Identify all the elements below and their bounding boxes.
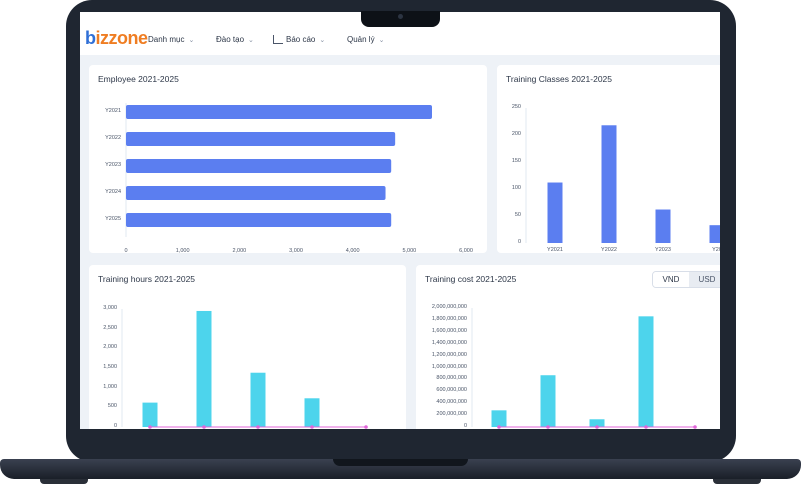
y-tick-label: Y2025 bbox=[105, 216, 121, 222]
usd-button[interactable]: USD bbox=[689, 272, 720, 287]
series-point[interactable] bbox=[546, 425, 550, 429]
bar-y2023[interactable] bbox=[655, 209, 671, 243]
chart-title: Employee 2021-2025 bbox=[98, 74, 179, 84]
x-tick-label: Y2021 bbox=[547, 247, 563, 253]
y-tick-label: 200 bbox=[511, 131, 521, 137]
chart-title: Training cost 2021-2025 bbox=[425, 274, 517, 284]
series-point[interactable] bbox=[644, 425, 648, 429]
bizzone-logo[interactable]: bizzone bbox=[85, 28, 148, 48]
camera-notch bbox=[361, 11, 440, 27]
training-hours-chart-card: Training hours 2021-2025 3,000 2,500 2,000… bbox=[89, 265, 406, 429]
bar-y2021[interactable] bbox=[126, 105, 432, 119]
laptop-base bbox=[0, 459, 801, 479]
chevron-down-icon: ⌄ bbox=[319, 37, 326, 44]
y-tick-label: 1,000 bbox=[103, 383, 117, 390]
y-tick-label: 800,000,000 bbox=[436, 375, 467, 382]
bar-y2022[interactable] bbox=[196, 310, 212, 427]
x-tick-label: Y2022 bbox=[601, 247, 617, 253]
series-point[interactable] bbox=[595, 425, 599, 429]
vnd-button[interactable]: VND bbox=[653, 272, 689, 287]
chart-title: Training hours 2021-2025 bbox=[98, 274, 196, 284]
employee-chart-card: Employee 2021-2025 Y2021 Y2022 Y2023 Y2024 Y… bbox=[89, 65, 487, 254]
y-tick-label: 1,000,000,000 bbox=[431, 363, 467, 370]
bar-y2023[interactable] bbox=[126, 159, 392, 173]
y-tick-label: 2,000 bbox=[103, 344, 117, 351]
y-tick-label: 2,500 bbox=[103, 324, 117, 331]
x-tick-label: Y20 bbox=[712, 247, 720, 253]
y-tick-label: 2,000,000,000 bbox=[431, 304, 467, 310]
training-hours-svg bbox=[121, 309, 368, 429]
x-tick-label: 6,000 bbox=[459, 248, 473, 254]
training-classes-chart-card: Training Classes 2021-2025 250 200 150 100 5… bbox=[497, 65, 720, 253]
y-tick-label: 100 bbox=[511, 185, 521, 191]
y-tick-label: 150 bbox=[511, 158, 521, 164]
chevron-down-icon: ⌄ bbox=[248, 37, 254, 44]
chart-line-icon bbox=[273, 35, 283, 44]
bar-y2024[interactable] bbox=[126, 186, 386, 200]
x-tick-label: 1,000 bbox=[175, 248, 190, 254]
laptop-hinge-cut bbox=[333, 459, 468, 466]
app-screen: bizzone Danh mục ⌄ Đào tạo ⌄ Báo cáo ⌄ Quản… bbox=[80, 12, 720, 429]
bar-y2022[interactable] bbox=[540, 375, 556, 427]
x-tick-label: 2,000 bbox=[232, 248, 247, 254]
training-classes-svg bbox=[525, 108, 721, 243]
nav-dao-tao[interactable]: Đào tạo ⌄ bbox=[216, 35, 254, 44]
training-cost-svg bbox=[471, 308, 697, 429]
y-tick-label: 1,400,000,000 bbox=[431, 339, 467, 346]
y-tick-label: 50 bbox=[514, 212, 521, 218]
y-tick-label: 250 bbox=[511, 104, 521, 110]
series-point[interactable] bbox=[693, 425, 697, 429]
y-tick-label: 200,000,000 bbox=[436, 411, 467, 418]
y-tick-label: 500 bbox=[107, 403, 117, 410]
bar-y2022[interactable] bbox=[601, 125, 617, 243]
bar-y2024[interactable] bbox=[304, 398, 320, 427]
laptop-foot bbox=[40, 479, 88, 484]
x-tick-label: 4,000 bbox=[345, 248, 360, 254]
bar-y2024[interactable] bbox=[638, 316, 654, 427]
y-tick-label: 1,600,000,000 bbox=[431, 327, 467, 334]
bar-y2021[interactable] bbox=[142, 402, 158, 427]
employee-chart-svg bbox=[125, 103, 432, 237]
bar-y2022[interactable] bbox=[126, 132, 396, 146]
series-point[interactable] bbox=[364, 425, 368, 429]
y-tick-label: Y2022 bbox=[105, 135, 121, 141]
x-tick-label: 5,000 bbox=[402, 248, 417, 254]
y-tick-label: 0 bbox=[113, 423, 117, 429]
nav-quan-ly[interactable]: Quản lý ⌄ bbox=[347, 35, 385, 44]
bar-y2023[interactable] bbox=[250, 372, 266, 427]
y-tick-label: 0 bbox=[463, 423, 467, 429]
y-tick-label: 1,800,000,000 bbox=[431, 315, 467, 322]
chart-title: Training Classes 2021-2025 bbox=[506, 74, 612, 84]
series-point[interactable] bbox=[256, 425, 260, 429]
y-tick-label: Y2024 bbox=[105, 189, 121, 195]
nav-danh-muc[interactable]: Danh mục ⌄ bbox=[148, 35, 195, 44]
x-tick-label: 0 bbox=[124, 248, 128, 254]
nav-bao-cao[interactable]: Báo cáo ⌄ bbox=[286, 35, 326, 44]
bar-y2021[interactable] bbox=[547, 182, 563, 243]
y-tick-label: Y2023 bbox=[105, 162, 121, 168]
laptop-foot bbox=[713, 479, 761, 484]
x-tick-label: 3,000 bbox=[289, 248, 303, 254]
y-tick-label: 1,500 bbox=[103, 364, 117, 370]
y-tick-label: 0 bbox=[517, 239, 521, 245]
bar-y2025[interactable] bbox=[126, 213, 392, 227]
series-point[interactable] bbox=[310, 425, 314, 429]
x-tick-label: Y2023 bbox=[655, 247, 671, 253]
bar-y2021[interactable] bbox=[491, 410, 507, 427]
series-point[interactable] bbox=[148, 425, 152, 429]
bar-y2023[interactable] bbox=[589, 419, 605, 427]
camera-icon bbox=[398, 14, 403, 19]
y-tick-label: 3,000 bbox=[103, 305, 117, 311]
y-tick-label: 1,200,000,000 bbox=[431, 351, 467, 358]
training-cost-chart-card: Training cost 2021-2025 VND USD 2,000,00… bbox=[416, 265, 720, 429]
series-point[interactable] bbox=[497, 425, 501, 429]
y-tick-label: 400,000,000 bbox=[436, 399, 467, 406]
y-tick-label: Y2021 bbox=[105, 108, 121, 114]
series-point[interactable] bbox=[202, 425, 206, 429]
bar-y20[interactable] bbox=[709, 225, 721, 243]
chevron-down-icon: ⌄ bbox=[378, 37, 385, 44]
y-tick-label: 600,000,000 bbox=[436, 387, 467, 394]
chevron-down-icon: ⌄ bbox=[188, 37, 195, 44]
currency-toggle[interactable]: VND USD bbox=[652, 271, 720, 288]
